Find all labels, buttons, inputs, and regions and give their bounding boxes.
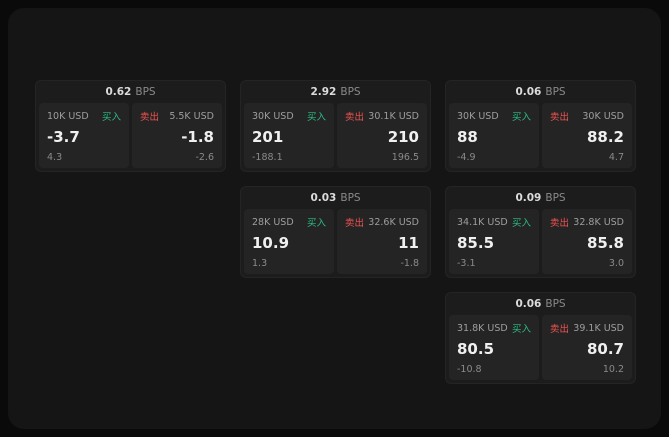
buy-price: -3.7 xyxy=(47,128,80,147)
sell-size: 30.1K USD xyxy=(368,110,419,122)
sell-panel[interactable]: 卖出 32.6K USD 11 -1.8 xyxy=(337,209,427,274)
sell-price: 85.8 xyxy=(586,234,624,253)
spread-value: 0.09 xyxy=(515,192,542,204)
spread-header: 0.62 BPS xyxy=(36,81,225,103)
spread-unit: BPS xyxy=(340,86,361,98)
buy-panel[interactable]: 31.8K USD 买入 80.5 -10.8 xyxy=(449,315,539,380)
buy-delta: 1.3 xyxy=(252,258,268,269)
spread-value: 0.62 xyxy=(105,86,132,98)
sell-label: 卖出 xyxy=(345,112,365,123)
buy-price: 201 xyxy=(252,128,284,147)
sell-size: 32.8K USD xyxy=(573,216,624,228)
sell-price: 80.7 xyxy=(586,340,624,359)
buy-panel[interactable]: 10K USD 买入 -3.7 4.3 xyxy=(39,103,129,168)
sell-label: 卖出 xyxy=(550,324,570,335)
sell-delta: 196.5 xyxy=(391,152,419,163)
sell-size: 30K USD xyxy=(582,110,624,122)
sell-panel[interactable]: 卖出 30K USD 88.2 4.7 xyxy=(542,103,632,168)
spread-header: 0.09 BPS xyxy=(446,187,635,209)
buy-label: 买入 xyxy=(511,112,531,123)
spread-header: 0.06 BPS xyxy=(446,81,635,103)
buy-size: 10K USD xyxy=(47,110,89,122)
buy-panel[interactable]: 28K USD 买入 10.9 1.3 xyxy=(244,209,334,274)
spread-header: 0.06 BPS xyxy=(446,293,635,315)
buy-label: 买入 xyxy=(306,218,326,229)
buy-size: 34.1K USD xyxy=(457,216,508,228)
quote-card: 2.92 BPS 30K USD 买入 201 -188.1 卖出 30.1K … xyxy=(240,80,431,172)
spread-unit: BPS xyxy=(545,86,566,98)
buy-price: 88 xyxy=(457,128,478,147)
sell-panel[interactable]: 卖出 5.5K USD -1.8 -2.6 xyxy=(132,103,222,168)
buy-label: 买入 xyxy=(306,112,326,123)
quote-card: 0.62 BPS 10K USD 买入 -3.7 4.3 卖出 5.5K USD xyxy=(35,80,226,172)
spread-unit: BPS xyxy=(545,298,566,310)
buy-price: 10.9 xyxy=(252,234,290,253)
buy-label: 买入 xyxy=(511,218,531,229)
spread-unit: BPS xyxy=(340,192,361,204)
buy-delta: -4.9 xyxy=(457,152,476,163)
quotes-panel: 0.62 BPS 10K USD 买入 -3.7 4.3 卖出 5.5K USD xyxy=(8,8,661,429)
quote-card: 0.06 BPS 30K USD 买入 88 -4.9 卖出 30K USD xyxy=(445,80,636,172)
quotes-grid: 0.62 BPS 10K USD 买入 -3.7 4.3 卖出 5.5K USD xyxy=(35,80,636,384)
buy-delta: -188.1 xyxy=(252,152,283,163)
buy-panel[interactable]: 34.1K USD 买入 85.5 -3.1 xyxy=(449,209,539,274)
spread-value: 0.03 xyxy=(310,192,337,204)
sell-price: 11 xyxy=(398,234,419,253)
sell-size: 5.5K USD xyxy=(169,110,214,122)
buy-label: 买入 xyxy=(101,112,121,123)
buy-delta: -3.1 xyxy=(457,258,476,269)
spread-value: 2.92 xyxy=(310,86,337,98)
sell-delta: 3.0 xyxy=(608,258,624,269)
buy-price: 80.5 xyxy=(457,340,495,359)
spread-header: 2.92 BPS xyxy=(241,81,430,103)
sell-delta: -2.6 xyxy=(195,152,214,163)
quote-card: 0.03 BPS 28K USD 买入 10.9 1.3 卖出 32.6K US… xyxy=(240,186,431,278)
buy-size: 28K USD xyxy=(252,216,294,228)
sell-price: -1.8 xyxy=(181,128,214,147)
sell-panel[interactable]: 卖出 32.8K USD 85.8 3.0 xyxy=(542,209,632,274)
buy-panel[interactable]: 30K USD 买入 88 -4.9 xyxy=(449,103,539,168)
spread-header: 0.03 BPS xyxy=(241,187,430,209)
sell-label: 卖出 xyxy=(140,112,160,123)
buy-size: 30K USD xyxy=(457,110,499,122)
sell-size: 39.1K USD xyxy=(573,322,624,334)
sell-delta: 10.2 xyxy=(602,364,624,375)
buy-price: 85.5 xyxy=(457,234,495,253)
spread-unit: BPS xyxy=(545,192,566,204)
spread-value: 0.06 xyxy=(515,298,542,310)
sell-panel[interactable]: 卖出 39.1K USD 80.7 10.2 xyxy=(542,315,632,380)
sell-delta: -1.8 xyxy=(400,258,419,269)
spread-value: 0.06 xyxy=(515,86,542,98)
quote-card: 0.09 BPS 34.1K USD 买入 85.5 -3.1 卖出 32.8K… xyxy=(445,186,636,278)
buy-delta: -10.8 xyxy=(457,364,482,375)
buy-delta: 4.3 xyxy=(47,152,63,163)
sell-label: 卖出 xyxy=(550,112,570,123)
sell-label: 卖出 xyxy=(345,218,365,229)
buy-label: 买入 xyxy=(511,324,531,335)
spread-unit: BPS xyxy=(135,86,156,98)
sell-size: 32.6K USD xyxy=(368,216,419,228)
buy-panel[interactable]: 30K USD 买入 201 -188.1 xyxy=(244,103,334,168)
sell-panel[interactable]: 卖出 30.1K USD 210 196.5 xyxy=(337,103,427,168)
sell-delta: 4.7 xyxy=(608,152,624,163)
sell-price: 210 xyxy=(387,128,419,147)
sell-label: 卖出 xyxy=(550,218,570,229)
buy-size: 30K USD xyxy=(252,110,294,122)
sell-price: 88.2 xyxy=(586,128,624,147)
quote-card: 0.06 BPS 31.8K USD 买入 80.5 -10.8 卖出 39.1… xyxy=(445,292,636,384)
buy-size: 31.8K USD xyxy=(457,322,508,334)
